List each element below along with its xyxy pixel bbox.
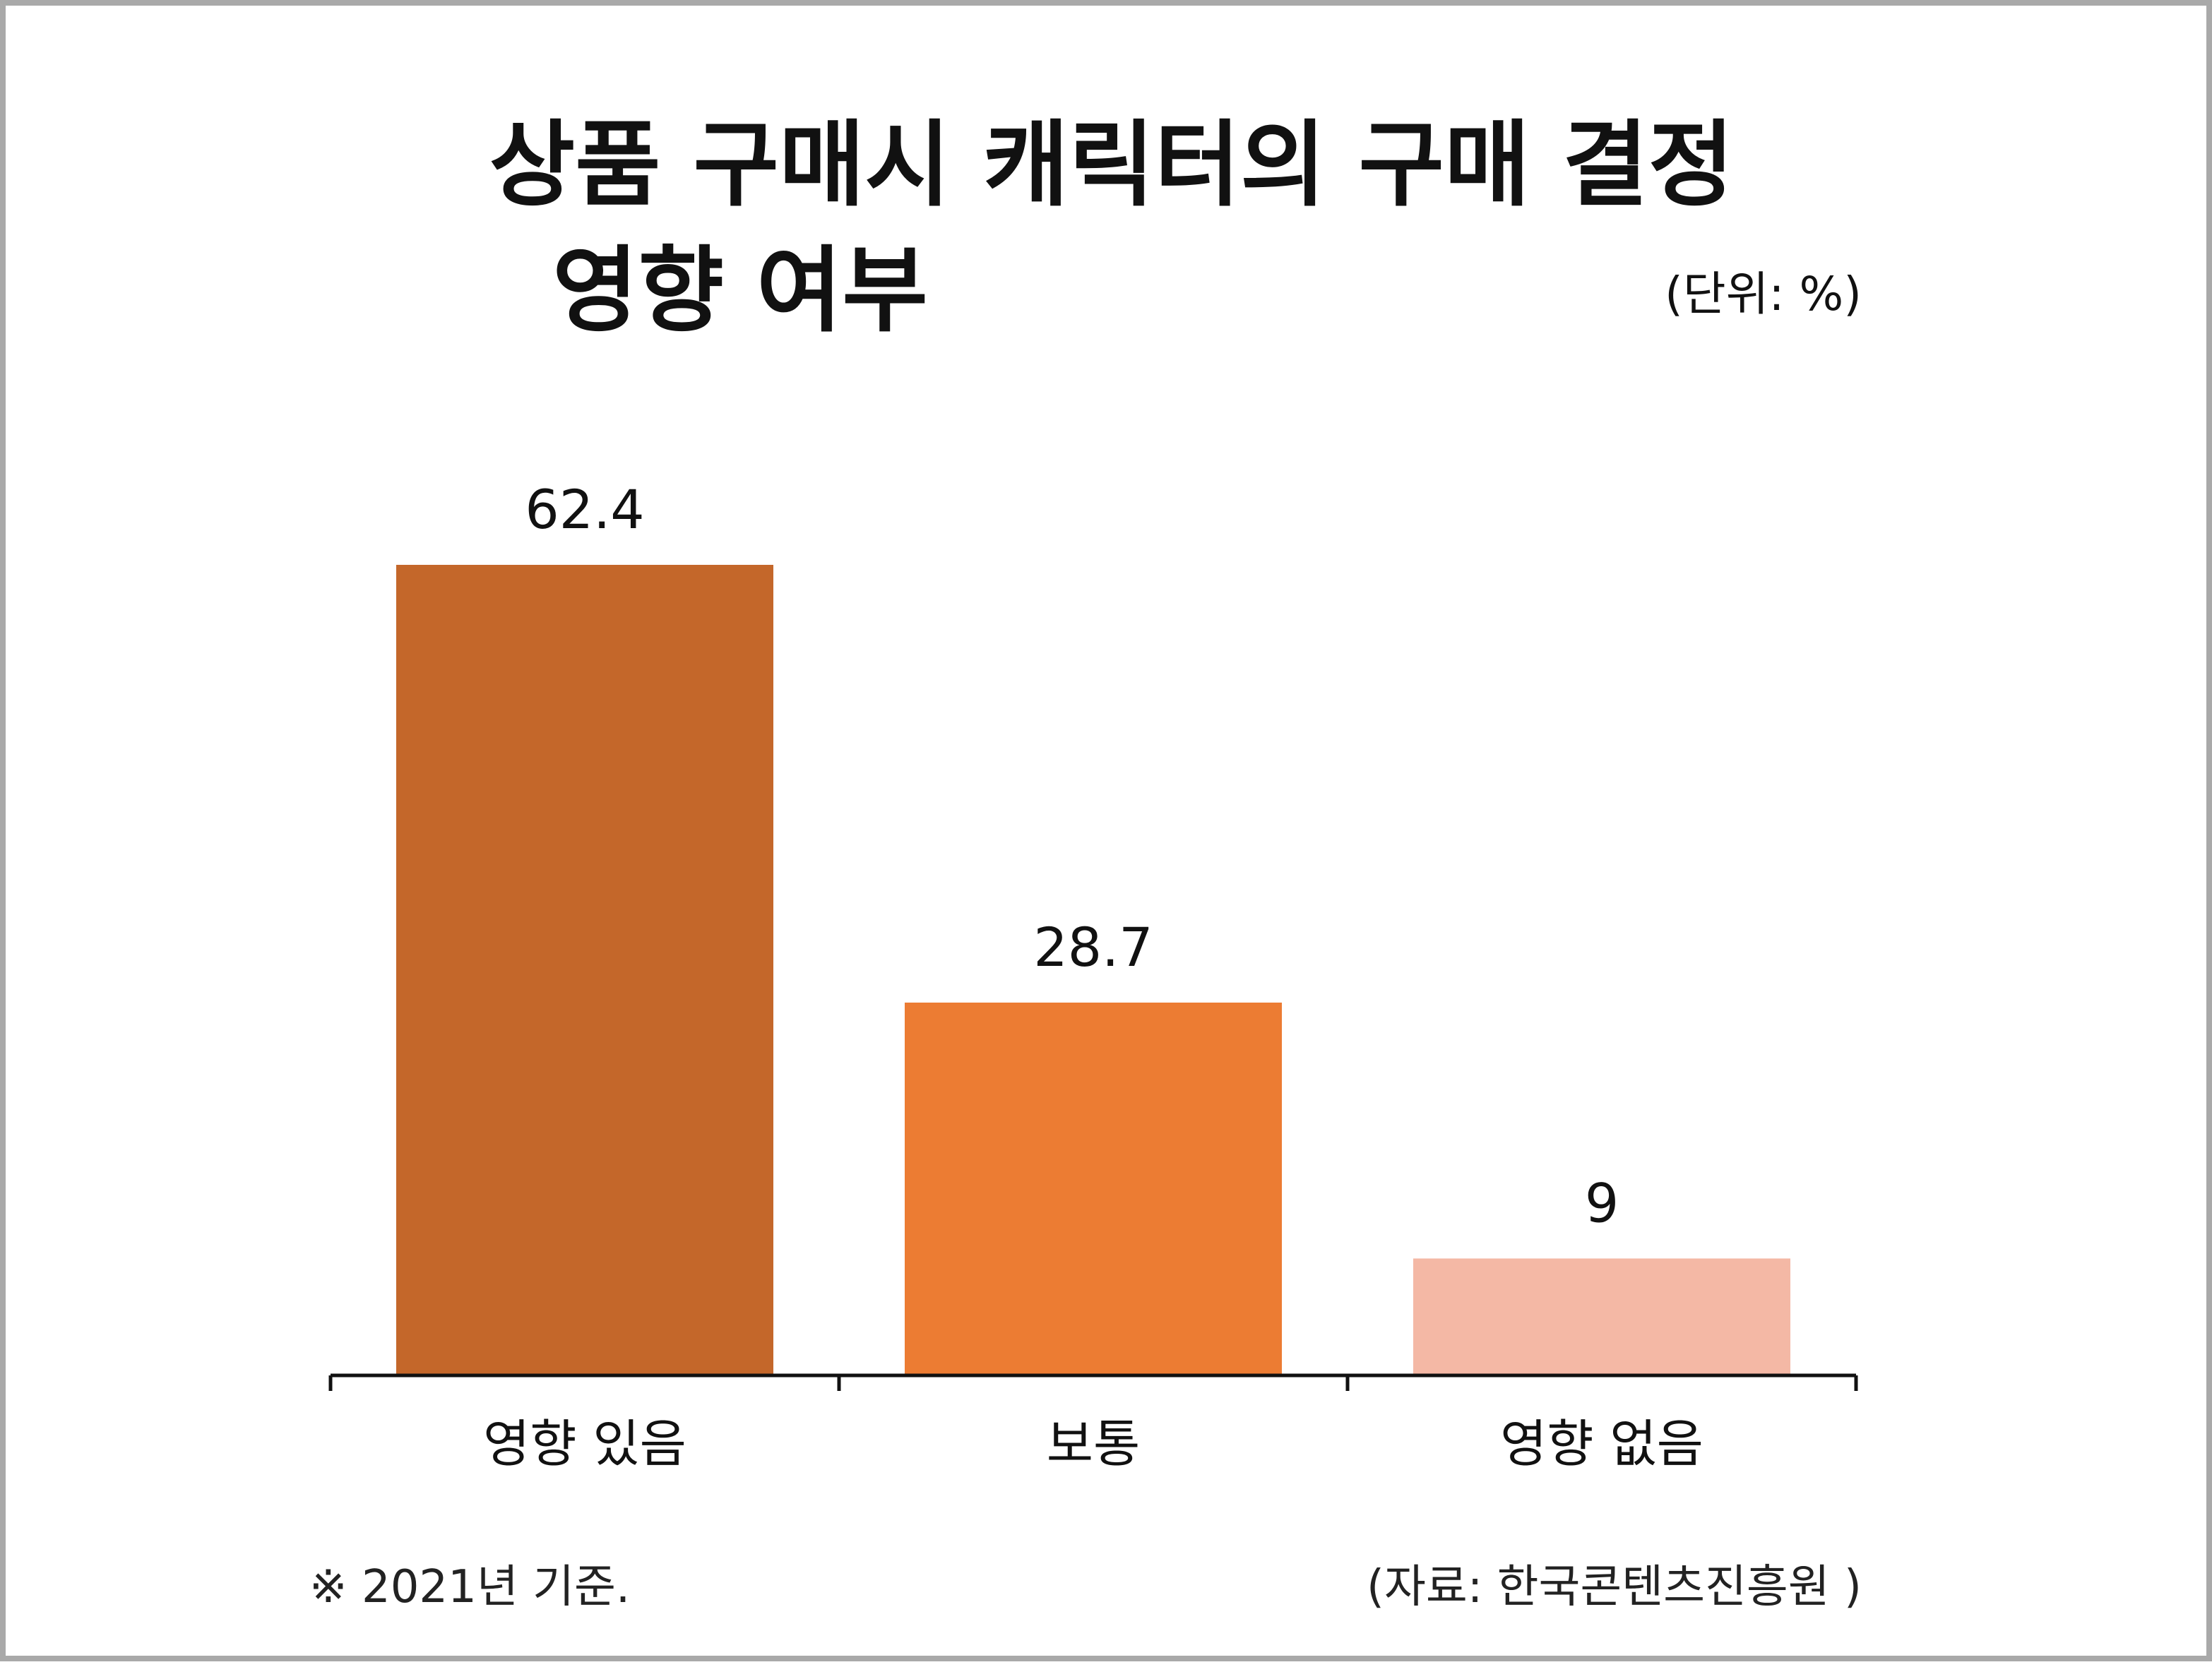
category-label-1: 영향 있음 (483, 1414, 686, 1474)
bar-2 (905, 1002, 1282, 1375)
footnote-source: (자료: 한국콘텐츠진흥원 ) (1367, 1561, 1862, 1613)
bar-3 (1413, 1258, 1790, 1375)
unit-label: (단위: %) (1665, 267, 1862, 321)
bar-chart: 62.4 영향 있음 28.7 보통 9 영향 없음 (328, 478, 1858, 1474)
bar-1 (396, 565, 773, 1375)
data-label-3: 9 (1585, 1171, 1619, 1234)
chart-title-line2: 영향 여부 (552, 237, 928, 345)
chart-title-line1: 상품 구매시 캐릭터의 구매 결정 (489, 111, 1735, 220)
data-label-2: 28.7 (1033, 916, 1153, 979)
data-label-1: 62.4 (525, 478, 644, 541)
footnote-note: ※ 2021년 기준. (309, 1561, 631, 1613)
category-label-2: 보통 (1047, 1414, 1140, 1474)
category-label-3: 영향 없음 (1500, 1414, 1703, 1474)
